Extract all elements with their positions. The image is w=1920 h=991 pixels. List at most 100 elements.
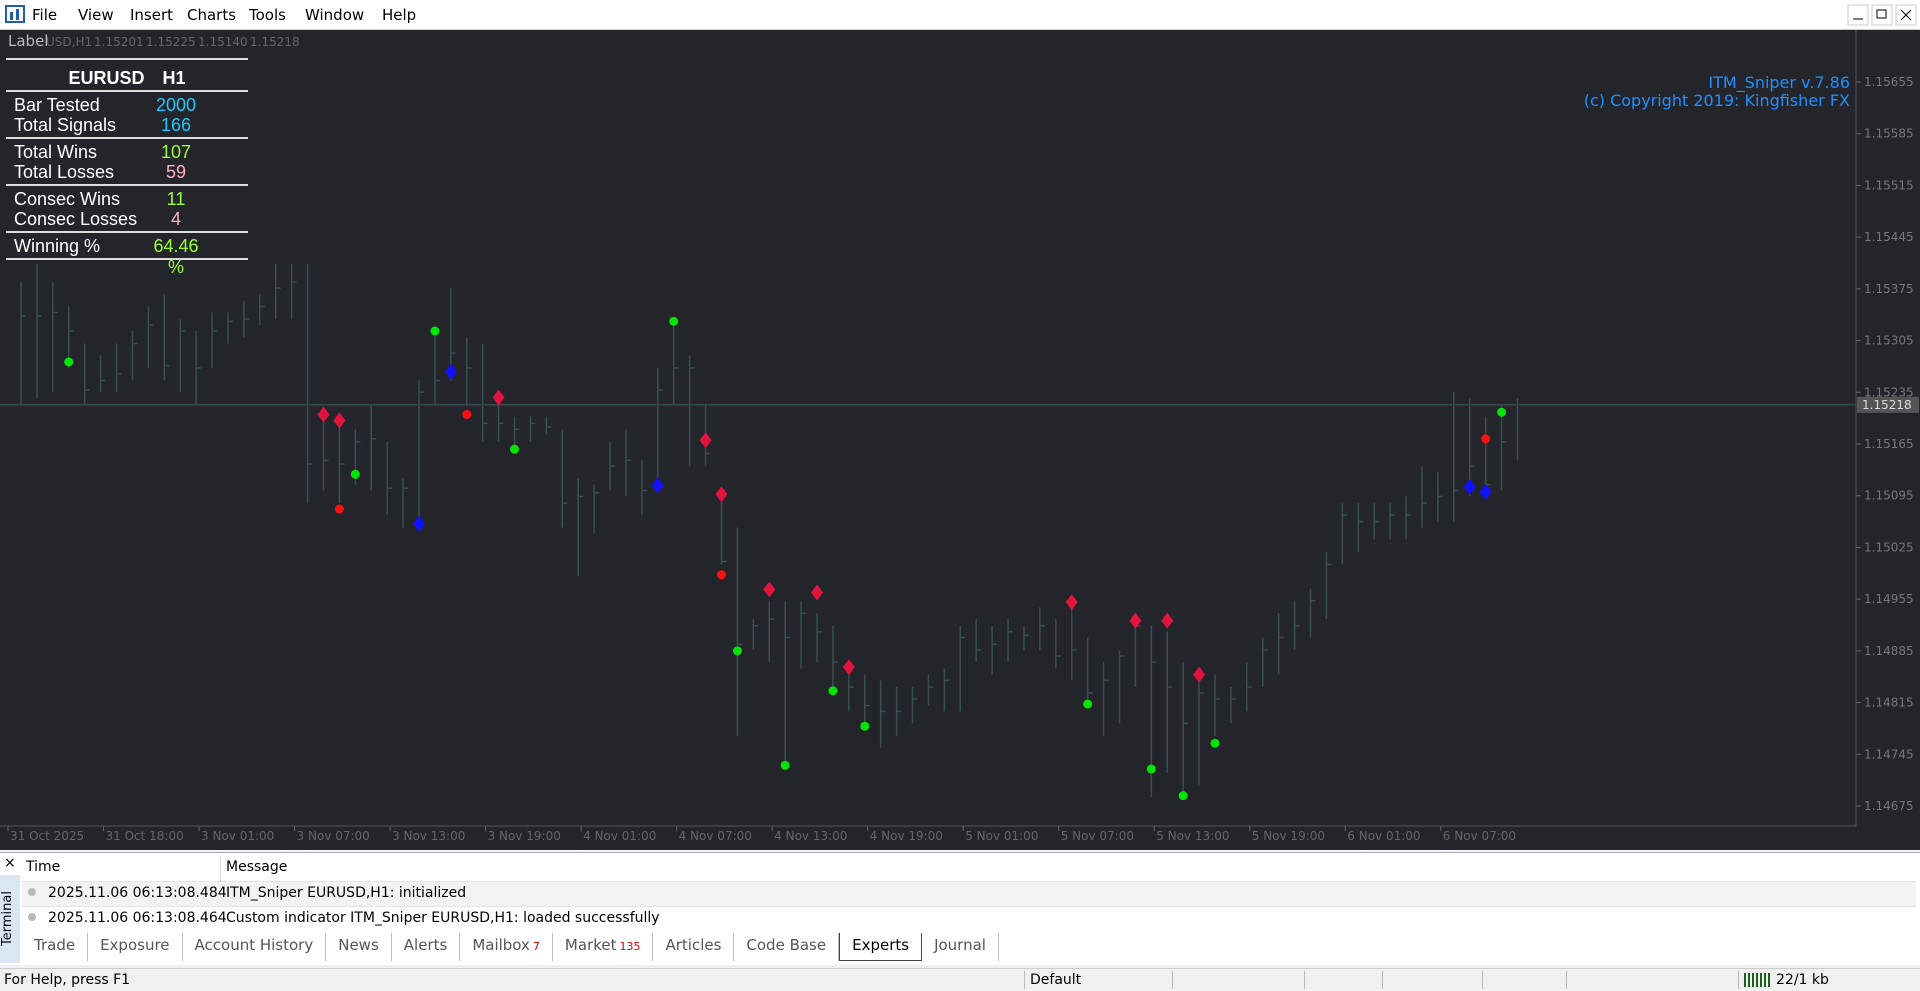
menu-item[interactable]: Help bbox=[382, 6, 417, 24]
price-tick-label: 1.15515 bbox=[1864, 178, 1914, 192]
signal-dot bbox=[64, 357, 74, 367]
signal-diamond bbox=[842, 659, 855, 676]
stats-value: 2000 bbox=[155, 95, 197, 115]
stats-row: Consec Losses 4 bbox=[6, 209, 248, 229]
status-text: 22/1 kb bbox=[1776, 972, 1829, 988]
tab[interactable]: Account History bbox=[183, 933, 327, 961]
log-cell: ITM_Sniper EURUSD,H1: initialized bbox=[226, 885, 467, 901]
price-tick-label: 1.15095 bbox=[1864, 489, 1914, 503]
log-cell: 2025.11.06 06:13:08.464 bbox=[48, 910, 227, 926]
signal-dot bbox=[1178, 791, 1188, 801]
time-tick-label: 3 Nov 13:00 bbox=[392, 829, 465, 843]
stats-value: 64.46 % bbox=[153, 236, 199, 277]
price-tick-label: 1.14815 bbox=[1864, 696, 1914, 710]
menu-item[interactable]: Charts bbox=[187, 6, 237, 24]
tab-label: Trade bbox=[34, 936, 76, 954]
tab[interactable]: Alerts bbox=[392, 933, 461, 961]
menu-item[interactable]: Insert bbox=[130, 6, 174, 24]
time-tick-label: 31 Oct 18:00 bbox=[106, 829, 184, 843]
status-divider bbox=[1738, 971, 1739, 989]
log-row-bg bbox=[22, 906, 1916, 931]
symbol-text: USD,H1 bbox=[46, 35, 92, 49]
signal-dot bbox=[1083, 699, 1093, 709]
status-text: Default bbox=[1030, 972, 1082, 988]
price-tick-label: 1.15235 bbox=[1864, 385, 1914, 399]
tab-label: Alerts bbox=[403, 936, 448, 954]
panel-timeframe: H1 bbox=[162, 68, 186, 88]
stats-label: Total Wins bbox=[14, 142, 98, 162]
symbol-label: Label bbox=[8, 32, 48, 50]
price-tick-label: 1.14885 bbox=[1864, 644, 1914, 658]
signal-diamond bbox=[317, 406, 330, 423]
signal-dot bbox=[828, 686, 838, 696]
current-price-box bbox=[1857, 396, 1919, 413]
stats-row: Bar Tested 2000 bbox=[6, 95, 248, 115]
stats-row: Total Losses 59 bbox=[6, 162, 248, 182]
time-tick-label: 6 Nov 01:00 bbox=[1347, 829, 1420, 843]
time-tick-label: 3 Nov 07:00 bbox=[297, 829, 370, 843]
tab[interactable]: Articles bbox=[653, 933, 735, 961]
ohlc-value: 1.15201 bbox=[94, 35, 144, 49]
signal-dot bbox=[732, 646, 742, 656]
indicator-copyright: (c) Copyright 2019: Kingfisher FX bbox=[1584, 91, 1850, 110]
stats-group: Winning % 64.46 % bbox=[6, 233, 248, 277]
close-button[interactable]: × bbox=[4, 855, 16, 871]
ohlc-value: 1.15225 bbox=[146, 35, 196, 49]
tab[interactable]: Market 135 bbox=[553, 933, 654, 961]
tab[interactable]: Exposure bbox=[88, 933, 183, 961]
signal-diamond bbox=[1065, 594, 1078, 611]
menu-item[interactable]: Tools bbox=[249, 6, 286, 24]
tab-label: Account History bbox=[194, 936, 314, 954]
signal-diamond bbox=[811, 584, 823, 601]
time-tick-label: 4 Nov 13:00 bbox=[774, 829, 847, 843]
signal-diamond bbox=[333, 412, 346, 429]
menu-item[interactable]: View bbox=[78, 6, 114, 24]
log-row-bg bbox=[22, 881, 1916, 906]
menu-item[interactable]: Window bbox=[305, 6, 365, 24]
status-divider bbox=[1382, 971, 1383, 989]
chart-background bbox=[0, 30, 1920, 850]
time-tick-label: 3 Nov 01:00 bbox=[201, 829, 274, 843]
price-tick-label: 1.15165 bbox=[1864, 437, 1914, 451]
tab[interactable]: Journal bbox=[922, 933, 999, 961]
ohlc-value: 1.15140 bbox=[198, 35, 248, 49]
price-tick-label: 1.14955 bbox=[1864, 592, 1914, 606]
tab-label: Journal bbox=[934, 936, 986, 954]
tab-label: Exposure bbox=[100, 936, 170, 954]
tab[interactable]: Experts bbox=[839, 933, 923, 961]
signal-diamond bbox=[413, 515, 425, 532]
stats-group: Total Wins 107 Total Losses 59 bbox=[6, 139, 248, 186]
tab-label: News bbox=[338, 936, 379, 954]
price-tick-label: 1.14745 bbox=[1864, 747, 1914, 761]
tab[interactable]: Code Base bbox=[734, 933, 840, 961]
stats-value: 4 bbox=[170, 209, 181, 229]
price-tick-label: 1.15025 bbox=[1864, 540, 1914, 554]
signal-dot bbox=[860, 721, 870, 731]
stats-group: Bar Tested 2000 Total Signals 166 bbox=[6, 92, 248, 139]
signal-diamond bbox=[1161, 612, 1174, 629]
price-tick-label: 1.15375 bbox=[1864, 282, 1914, 296]
stats-panel: EURUSD H1 Bar Tested 2000 Total Signals 166 To… bbox=[6, 58, 248, 277]
tab[interactable]: News bbox=[326, 933, 392, 961]
tab[interactable]: Trade bbox=[22, 933, 89, 961]
log-cell: Custom indicator ITM_Sniper EURUSD,H1: l… bbox=[226, 910, 660, 926]
stats-row: Total Wins 107 bbox=[6, 142, 248, 162]
status-divider bbox=[1304, 971, 1305, 989]
stats-value: 166 bbox=[160, 115, 192, 135]
time-tick-label: 5 Nov 07:00 bbox=[1061, 829, 1134, 843]
signal-diamond bbox=[1463, 478, 1476, 495]
menu-item[interactable]: File bbox=[32, 6, 58, 24]
time-tick-label: 4 Nov 01:00 bbox=[583, 829, 656, 843]
tab-badge: 7 bbox=[532, 940, 540, 953]
panel-title: EURUSD H1 bbox=[6, 58, 248, 92]
signal-diamond bbox=[1479, 484, 1492, 501]
signal-dot bbox=[462, 409, 472, 419]
status-bar: For Help, press F1 Default 22/1 kb bbox=[0, 968, 1920, 991]
status-divider bbox=[1482, 971, 1483, 989]
tab[interactable]: Mailbox 7 bbox=[460, 933, 553, 961]
window-controls bbox=[1847, 4, 1917, 26]
time-tick-label: 5 Nov 01:00 bbox=[965, 829, 1038, 843]
signal-diamond bbox=[1193, 666, 1206, 683]
